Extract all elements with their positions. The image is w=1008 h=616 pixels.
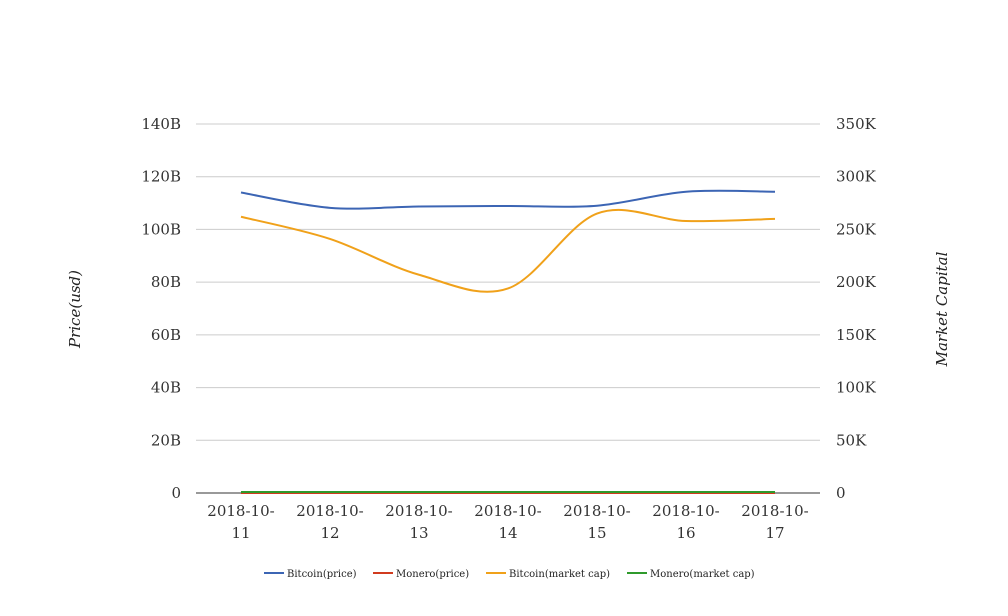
x-tick-label: 2018-10- 16 (652, 502, 719, 542)
x-tick-label: 2018-10- 11 (207, 502, 274, 542)
series-line-bitcoin-market-cap (240, 208, 776, 293)
x-tick-label-line: 12 (320, 524, 339, 542)
x-tick-label-line: 14 (498, 524, 517, 542)
y-tick-label-right: 150K (836, 326, 877, 344)
y-tick-label-right: 50K (836, 431, 867, 449)
x-tick-label: 2018-10- 13 (385, 502, 452, 542)
y-tick-label-right: 0 (836, 484, 846, 502)
y-tick-label-left: 120B (141, 168, 181, 186)
y-tick-label-left: 20B (151, 431, 181, 449)
x-tick-label-line: 2018-10- (474, 502, 541, 520)
y-axis-title-right: Market Capital (933, 251, 951, 367)
x-tick-label-line: 16 (676, 524, 695, 542)
legend-label-monero-market-cap: Monero(market cap) (650, 569, 755, 580)
y-tick-label-left: 140B (141, 115, 181, 133)
x-tick-label-line: 2018-10- (741, 502, 808, 520)
series-lines (240, 189, 776, 495)
legend-label-bitcoin-price: Bitcoin(price) (287, 569, 357, 580)
right-y-axis: 0 50K 100K 150K 200K 250K 300K 350K (836, 115, 877, 502)
x-tick-label-line: 2018-10- (652, 502, 719, 520)
y-tick-label-right: 350K (836, 115, 877, 133)
y-tick-label-right: 300K (836, 168, 877, 186)
x-tick-label-line: 2018-10- (385, 502, 452, 520)
x-tick-label-line: 15 (587, 524, 606, 542)
y-tick-label-right: 100K (836, 379, 877, 397)
x-tick-label-line: 2018-10- (207, 502, 274, 520)
y-tick-label-left: 0 (171, 484, 181, 502)
left-y-axis: 0 20B 40B 60B 80B 100B 120B 140B (141, 115, 181, 502)
x-tick-label-line: 11 (231, 524, 250, 542)
y-tick-label-left: 100B (141, 220, 181, 238)
x-tick-label: 2018-10- 15 (563, 502, 630, 542)
x-tick-label-line: 2018-10- (296, 502, 363, 520)
x-tick-label-line: 17 (765, 524, 784, 542)
y-tick-label-right: 200K (836, 273, 877, 291)
x-tick-label: 2018-10- 12 (296, 502, 363, 542)
x-tick-label: 2018-10- 14 (474, 502, 541, 542)
y-tick-label-right: 250K (836, 220, 877, 238)
x-tick-label: 2018-10- 17 (741, 502, 808, 542)
legend: Bitcoin(price) Monero(price) Bitcoin(marke… (264, 569, 755, 580)
x-tick-label-line: 2018-10- (563, 502, 630, 520)
y-tick-label-left: 40B (151, 379, 181, 397)
series-line-bitcoin-price (240, 189, 776, 210)
x-tick-label-line: 13 (409, 524, 428, 542)
y-axis-title-left: Price(usd) (66, 270, 84, 349)
legend-label-monero-price: Monero(price) (396, 569, 469, 580)
legend-label-bitcoin-market-cap: Bitcoin(market cap) (509, 569, 610, 580)
grid-lines (196, 123, 820, 494)
y-tick-label-left: 60B (151, 326, 181, 344)
y-tick-label-left: 80B (151, 273, 181, 291)
x-axis: 2018-10- 11 2018-10- 12 2018-10- 13 2018-10- 14… (207, 502, 808, 542)
